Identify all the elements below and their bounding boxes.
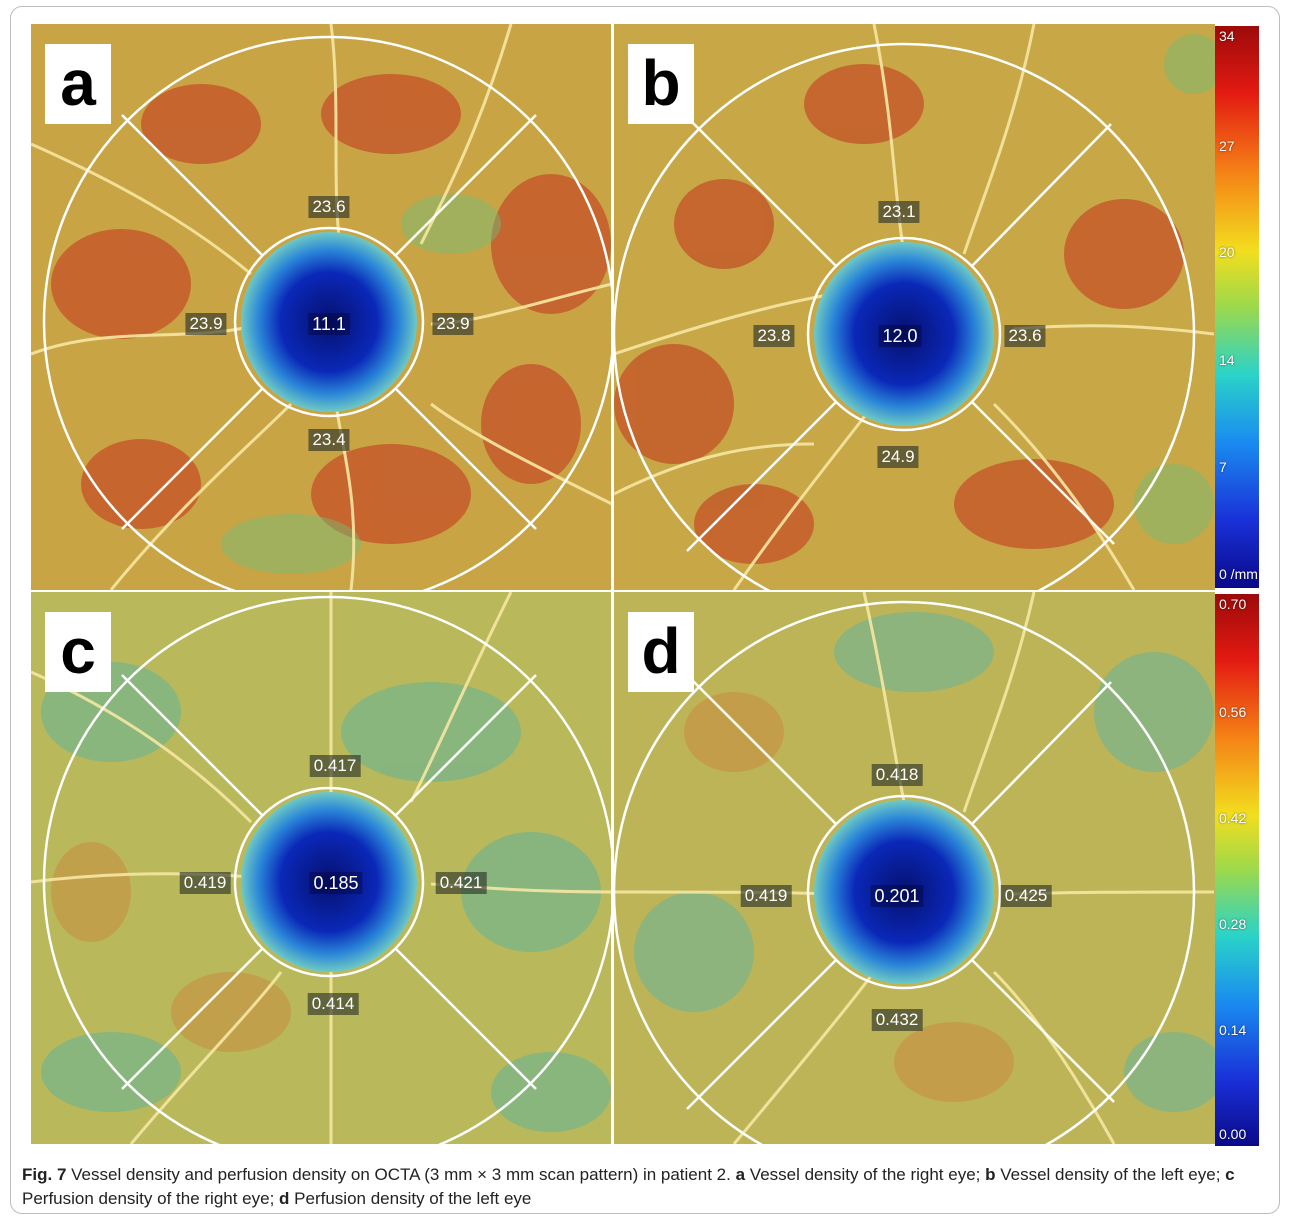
octa-map-b: [614, 24, 1215, 590]
panel-b: b 23.1 23.8 12.0 23.6 24.9: [614, 24, 1215, 590]
caption-text-c: Perfusion density of the right eye;: [22, 1189, 275, 1208]
panel-c: c 0.417 0.419 0.185 0.421 0.414: [31, 592, 612, 1144]
octa-map-a: [31, 24, 612, 590]
sector-top-value: 0.417: [309, 755, 361, 777]
sector-bottom-value: 0.432: [871, 1009, 923, 1031]
caption-ref-b: b: [985, 1165, 996, 1184]
scale-tick: 27: [1219, 138, 1235, 154]
sector-bottom-value: 24.9: [877, 446, 919, 468]
panel-letter-c: c: [45, 612, 111, 692]
sector-right-value: 23.9: [432, 313, 474, 335]
fovea-center-value: 0.201: [870, 885, 924, 907]
sector-right-value: 0.425: [1000, 885, 1052, 907]
caption-text: Vessel density and perfusion density on …: [71, 1165, 731, 1184]
octa-map-c: [31, 592, 612, 1144]
sector-top-value: 23.6: [308, 196, 350, 218]
panel-d: d 0.418 0.419 0.201 0.425 0.432: [614, 592, 1215, 1144]
caption-ref-c: c: [1225, 1165, 1235, 1184]
sector-left-value: 0.419: [179, 872, 231, 894]
panel-letter-b: b: [628, 44, 694, 124]
fovea-center-value: 12.0: [878, 325, 922, 347]
panel-letter-d: d: [628, 612, 694, 692]
panel-a: a 23.6 23.9 11.1 23.9 23.4: [31, 24, 612, 590]
color-scale-bar: [1215, 26, 1259, 588]
scale-tick: 34: [1219, 28, 1235, 44]
scale-tick: 0.14: [1219, 1022, 1247, 1038]
vessel-density-color-scale: 34 27 20 14 7 0 /mm: [1215, 26, 1259, 588]
caption-label: Fig. 7: [22, 1165, 67, 1184]
scale-tick: 0 /mm: [1219, 566, 1258, 582]
caption-text-d: Perfusion density of the left eye: [294, 1189, 532, 1208]
caption-text-b: Vessel density of the left eye;: [1000, 1165, 1221, 1184]
sector-left-value: 23.8: [753, 325, 795, 347]
scale-tick: 0.00: [1219, 1126, 1247, 1142]
scale-tick: 20: [1219, 244, 1235, 260]
caption-ref-a: a: [735, 1165, 746, 1184]
color-scale-bar: [1215, 594, 1259, 1146]
scale-tick: 0.70: [1219, 596, 1247, 612]
panel-letter-a: a: [45, 44, 111, 124]
caption-text-a: Vessel density of the right eye;: [749, 1165, 981, 1184]
sector-bottom-value: 0.414: [307, 993, 359, 1015]
octa-map-d: [614, 592, 1215, 1144]
sector-bottom-value: 23.4: [308, 429, 350, 451]
scale-tick: 7: [1219, 459, 1227, 475]
fovea-center-value: 11.1: [308, 313, 350, 335]
caption-ref-d: d: [279, 1189, 290, 1208]
sector-left-value: 23.9: [185, 313, 227, 335]
scale-tick: 0.28: [1219, 916, 1247, 932]
sector-right-value: 23.6: [1004, 325, 1046, 347]
scale-tick: 0.56: [1219, 704, 1247, 720]
sector-top-value: 0.418: [871, 764, 923, 786]
scale-tick: 0.42: [1219, 810, 1247, 826]
sector-right-value: 0.421: [435, 872, 487, 894]
sector-top-value: 23.1: [878, 201, 920, 223]
figure-caption: Fig. 7 Vessel density and perfusion dens…: [22, 1163, 1272, 1211]
perfusion-density-color-scale: 0.70 0.56 0.42 0.28 0.14 0.00: [1215, 594, 1259, 1146]
fovea-center-value: 0.185: [309, 872, 363, 894]
sector-left-value: 0.419: [740, 885, 792, 907]
scale-tick: 14: [1219, 352, 1235, 368]
